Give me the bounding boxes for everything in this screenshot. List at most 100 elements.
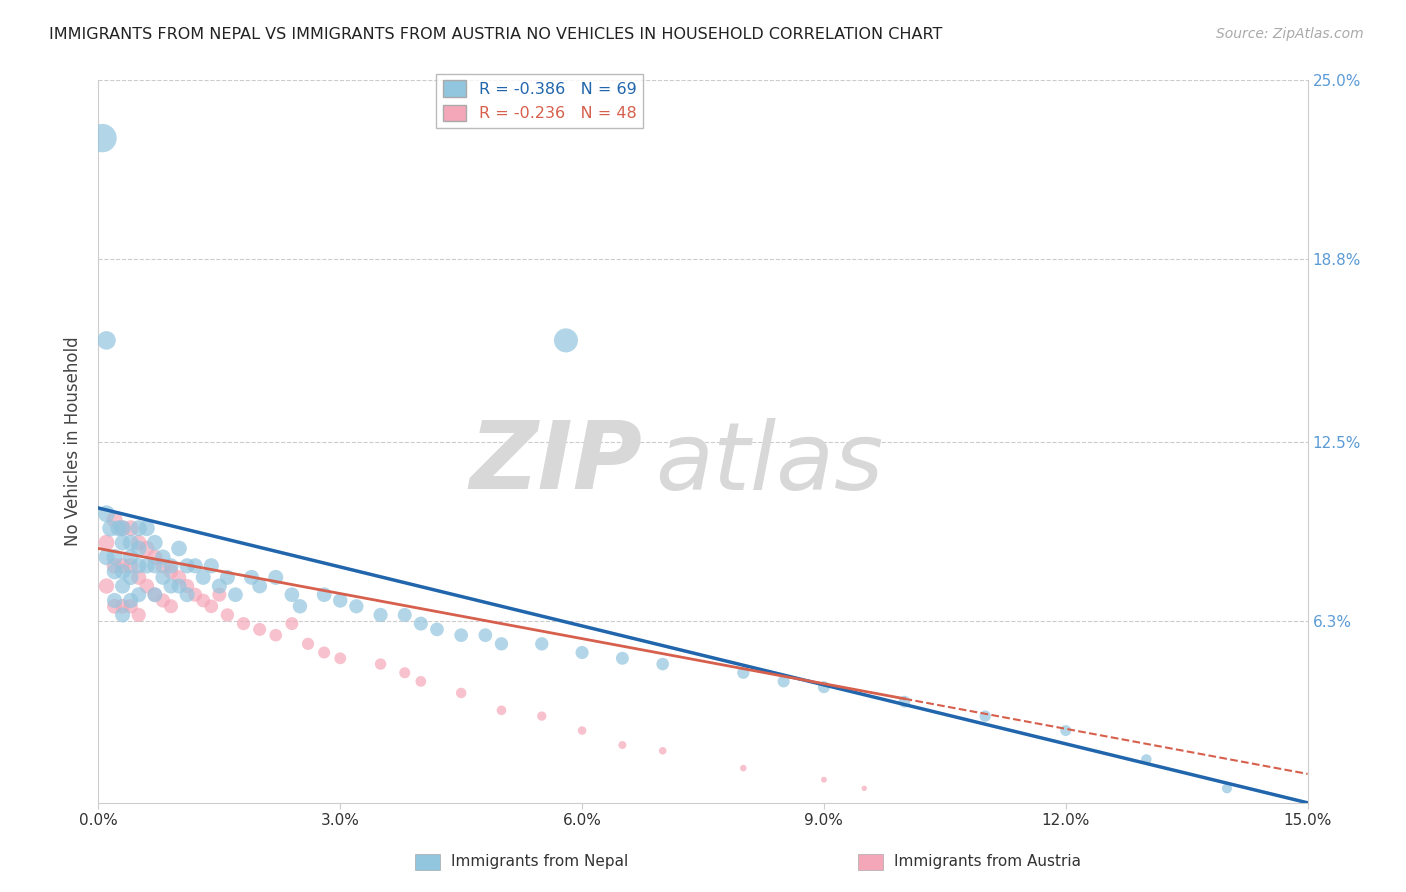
Point [217, 570, 239, 584]
Point [314, 646, 336, 660]
Point [167, 579, 190, 593]
Point [103, 558, 125, 573]
Point [329, 651, 352, 665]
Point [733, 665, 755, 680]
Point [184, 558, 207, 573]
Point [128, 588, 150, 602]
Point [96, 550, 118, 565]
Point [103, 599, 125, 614]
Point [974, 709, 997, 723]
Point [107, 521, 129, 535]
Point [103, 550, 125, 565]
Point [409, 616, 432, 631]
Point [143, 535, 166, 549]
Point [120, 599, 142, 614]
Point [111, 579, 134, 593]
Point [135, 541, 157, 556]
Point [128, 521, 150, 535]
Point [120, 521, 142, 535]
Point [853, 781, 876, 796]
Point [208, 588, 231, 602]
Point [612, 651, 634, 665]
Point [370, 657, 392, 671]
Point [813, 680, 835, 694]
Point [120, 593, 142, 607]
Point [474, 628, 496, 642]
Point [1054, 723, 1077, 738]
Point [143, 588, 166, 602]
Point [370, 607, 392, 622]
Point [232, 616, 254, 631]
Point [167, 570, 190, 584]
Point [111, 558, 134, 573]
Point [612, 738, 634, 752]
Point [249, 579, 271, 593]
Point [281, 588, 304, 602]
Point [91, 131, 114, 145]
Point [450, 686, 472, 700]
Point [426, 623, 449, 637]
Point [111, 607, 134, 622]
Point [264, 570, 287, 584]
Point [152, 558, 174, 573]
Point [152, 593, 174, 607]
Point [111, 521, 134, 535]
Point [571, 723, 593, 738]
Point [651, 744, 673, 758]
Text: ZIP: ZIP [470, 417, 643, 509]
Point [555, 334, 578, 348]
Point [120, 570, 142, 584]
Point [314, 588, 336, 602]
Point [193, 570, 215, 584]
Point [491, 703, 513, 717]
Point [96, 579, 118, 593]
Point [160, 565, 183, 579]
Point [152, 550, 174, 565]
Point [394, 607, 416, 622]
Point [103, 565, 125, 579]
Point [240, 570, 263, 584]
Legend: R = -0.386   N = 69, R = -0.236   N = 48: R = -0.386 N = 69, R = -0.236 N = 48 [436, 74, 644, 128]
Point [143, 550, 166, 565]
Point [152, 570, 174, 584]
Point [128, 570, 150, 584]
Point [224, 588, 246, 602]
Point [96, 507, 118, 521]
Point [200, 558, 222, 573]
Point [128, 535, 150, 549]
Point [208, 579, 231, 593]
Point [128, 607, 150, 622]
Point [200, 599, 222, 614]
Point [651, 657, 673, 671]
Point [120, 550, 142, 565]
Point [128, 541, 150, 556]
Point [297, 637, 319, 651]
Point [176, 579, 198, 593]
Text: Source: ZipAtlas.com: Source: ZipAtlas.com [1216, 27, 1364, 41]
Point [409, 674, 432, 689]
Point [135, 558, 157, 573]
Point [111, 521, 134, 535]
Text: Immigrants from Austria: Immigrants from Austria [894, 855, 1081, 869]
Point [103, 593, 125, 607]
Point [530, 709, 553, 723]
Point [160, 599, 183, 614]
Point [264, 628, 287, 642]
Point [491, 637, 513, 651]
Point [167, 541, 190, 556]
Text: Immigrants from Nepal: Immigrants from Nepal [451, 855, 628, 869]
Point [176, 588, 198, 602]
Point [193, 593, 215, 607]
Point [160, 579, 183, 593]
Text: atlas: atlas [655, 417, 883, 508]
Point [111, 599, 134, 614]
Point [530, 637, 553, 651]
Point [120, 535, 142, 549]
Point [249, 623, 271, 637]
Point [120, 558, 142, 573]
Point [96, 334, 118, 348]
Point [135, 521, 157, 535]
Point [329, 593, 352, 607]
Point [733, 761, 755, 775]
Point [111, 565, 134, 579]
